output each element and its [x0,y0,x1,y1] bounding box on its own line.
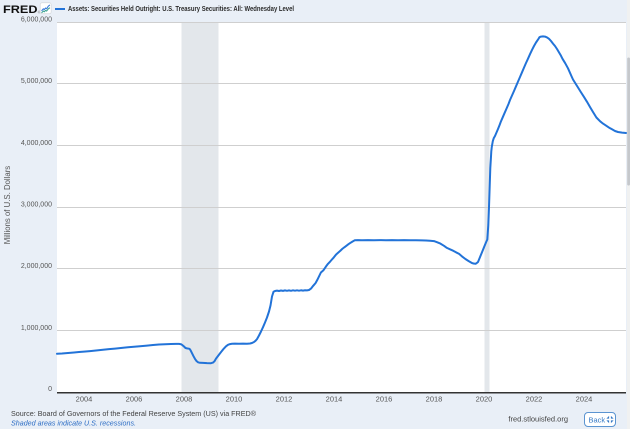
svg-text:2006: 2006 [126,395,143,404]
svg-text:2024: 2024 [576,395,593,404]
svg-text:Back: Back [589,415,606,424]
svg-text:FRED: FRED [3,4,38,16]
svg-text:1,000,000: 1,000,000 [21,325,52,332]
svg-text:4,000,000: 4,000,000 [21,140,52,147]
svg-text:2010: 2010 [226,395,243,404]
svg-text:2,000,000: 2,000,000 [21,263,52,270]
svg-text:2012: 2012 [276,395,293,404]
svg-text:2018: 2018 [426,395,443,404]
svg-text:2008: 2008 [176,395,193,404]
svg-text:Assets: Securities Held Outrig: Assets: Securities Held Outright: U.S. T… [68,4,294,13]
svg-text:fred.stlouisfed.org: fred.stlouisfed.org [508,415,568,424]
svg-text:Millions of U.S. Dollars: Millions of U.S. Dollars [3,166,12,245]
svg-text:2014: 2014 [326,395,343,404]
svg-text:6,000,000: 6,000,000 [21,17,52,24]
svg-text:2016: 2016 [376,395,393,404]
svg-text:Source: Board of Governors of: Source: Board of Governors of the Federa… [11,410,257,418]
svg-text:0: 0 [48,386,52,393]
svg-text:Shaded areas indicate U.S. rec: Shaded areas indicate U.S. recessions. [11,421,136,428]
svg-text:3,000,000: 3,000,000 [21,202,52,209]
svg-text:2020: 2020 [476,395,493,404]
svg-text:2004: 2004 [76,395,93,404]
svg-text:2022: 2022 [526,395,543,404]
svg-text:®: ® [38,11,41,15]
svg-text:5,000,000: 5,000,000 [21,78,52,85]
